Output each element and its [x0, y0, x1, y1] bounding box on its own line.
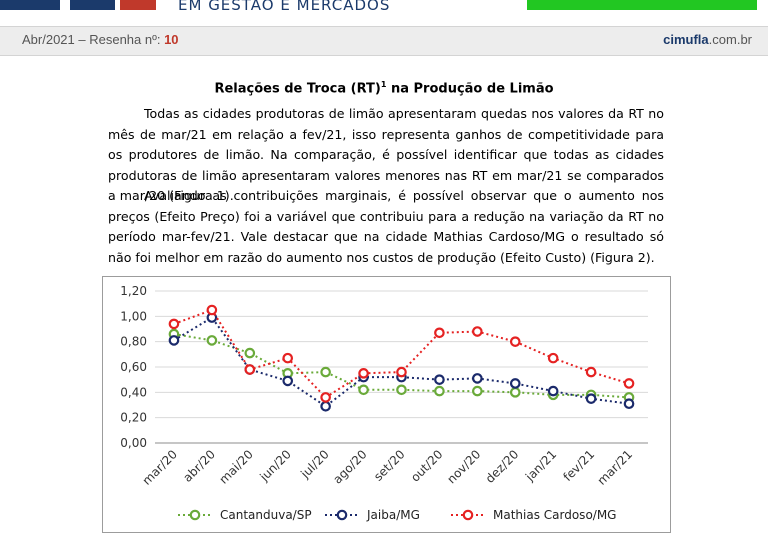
x-tick-label: jul/20 — [297, 447, 331, 481]
x-tick-label: mar/21 — [595, 447, 636, 488]
brand-logo — [0, 0, 160, 10]
data-point — [623, 378, 635, 389]
edition-number: 10 — [164, 32, 179, 47]
site-suffix: .com.br — [708, 32, 752, 47]
x-tick-label: out/20 — [408, 447, 445, 484]
site-link[interactable]: cimufla.com.br — [663, 32, 752, 47]
y-tick-label: 0,00 — [120, 436, 147, 450]
data-point — [472, 385, 483, 397]
legend-marker — [462, 509, 474, 521]
data-point — [320, 392, 331, 403]
header-band: Abr/2021 – Resenha nº: 10 cimufla.com.br — [0, 26, 768, 56]
data-point — [585, 366, 597, 378]
y-tick-label: 1,20 — [120, 284, 147, 298]
legend-marker — [336, 509, 348, 521]
data-point — [358, 368, 369, 379]
data-point — [244, 347, 256, 359]
data-point — [168, 335, 180, 346]
y-tick-label: 1,00 — [120, 309, 147, 323]
legend-label: Cantanduva/SP — [220, 508, 312, 522]
data-point — [282, 352, 294, 364]
y-tick-label: 0,60 — [120, 360, 147, 374]
site-name: cimufla — [663, 32, 709, 47]
data-point — [547, 352, 559, 364]
data-point — [396, 366, 407, 378]
article-title: Relações de Troca (RT)1 na Produção de L… — [0, 80, 768, 96]
data-point — [472, 373, 483, 384]
chart-svg: 0,00 0,20 0,40 0,60 0,80 1,00 1,20 mar/20 abr/20… — [120, 284, 648, 522]
title-rest: na Produção de Limão — [386, 81, 554, 97]
data-point — [244, 364, 256, 375]
data-point — [206, 304, 218, 316]
paragraph-2: Avaliando as contribuições marginais, é … — [108, 186, 664, 268]
legend-label: Mathias Cardoso/MG — [493, 508, 616, 522]
paragraph-1: Todas as cidades produtoras de limão apr… — [108, 104, 664, 207]
edition-prefix: Abr/2021 – Resenha nº: — [22, 32, 165, 47]
data-point — [396, 384, 407, 396]
data-point — [320, 400, 331, 412]
data-point — [434, 374, 445, 385]
series-line — [173, 308, 630, 399]
x-tick-label: set/20 — [371, 447, 408, 484]
x-tick-label: mar/20 — [140, 447, 181, 488]
data-point — [472, 326, 483, 337]
data-point — [509, 336, 521, 347]
data-point — [168, 318, 180, 330]
y-tick-label: 0,20 — [120, 411, 147, 425]
data-point — [206, 335, 218, 346]
paragraph-2-text: Avaliando as contribuições marginais, é … — [108, 188, 664, 265]
data-point — [434, 385, 445, 397]
edition-label: Abr/2021 – Resenha nº: 10 — [22, 32, 179, 47]
title-main: Relações de Troca (RT) — [214, 81, 381, 97]
legend-marker — [189, 509, 201, 521]
data-point — [434, 327, 445, 339]
data-point — [358, 384, 369, 396]
data-point — [547, 385, 559, 397]
x-tick-label: jun/20 — [256, 447, 293, 484]
x-tick-label: abr/20 — [180, 447, 218, 485]
x-tick-label: dez/20 — [483, 447, 522, 486]
data-point — [623, 398, 635, 410]
data-point — [282, 375, 294, 387]
x-tick-label: nov/20 — [444, 447, 483, 486]
x-tick-label: jan/21 — [522, 447, 559, 484]
x-tick-label: mai/20 — [217, 447, 256, 486]
title-footnote-mark: 1 — [380, 80, 387, 89]
brand-accent-bar — [527, 0, 757, 10]
data-point — [320, 366, 331, 378]
data-point — [509, 387, 521, 398]
paragraph-1-text: Todas as cidades produtoras de limão apr… — [108, 106, 664, 203]
y-tick-label: 0,40 — [120, 385, 147, 399]
y-tick-label: 0,80 — [120, 335, 147, 349]
data-point — [585, 393, 597, 404]
legend-label: Jaiba/MG — [366, 508, 420, 522]
x-tick-label: fev/21 — [560, 447, 597, 484]
data-point — [509, 378, 521, 389]
x-tick-label: ago/20 — [330, 447, 369, 486]
figure-1-chart: 0,00 0,20 0,40 0,60 0,80 1,00 1,20 mar/20 abr/20… — [102, 276, 671, 533]
brand-subtitle: EM GESTÃO E MERCADOS — [178, 0, 391, 14]
